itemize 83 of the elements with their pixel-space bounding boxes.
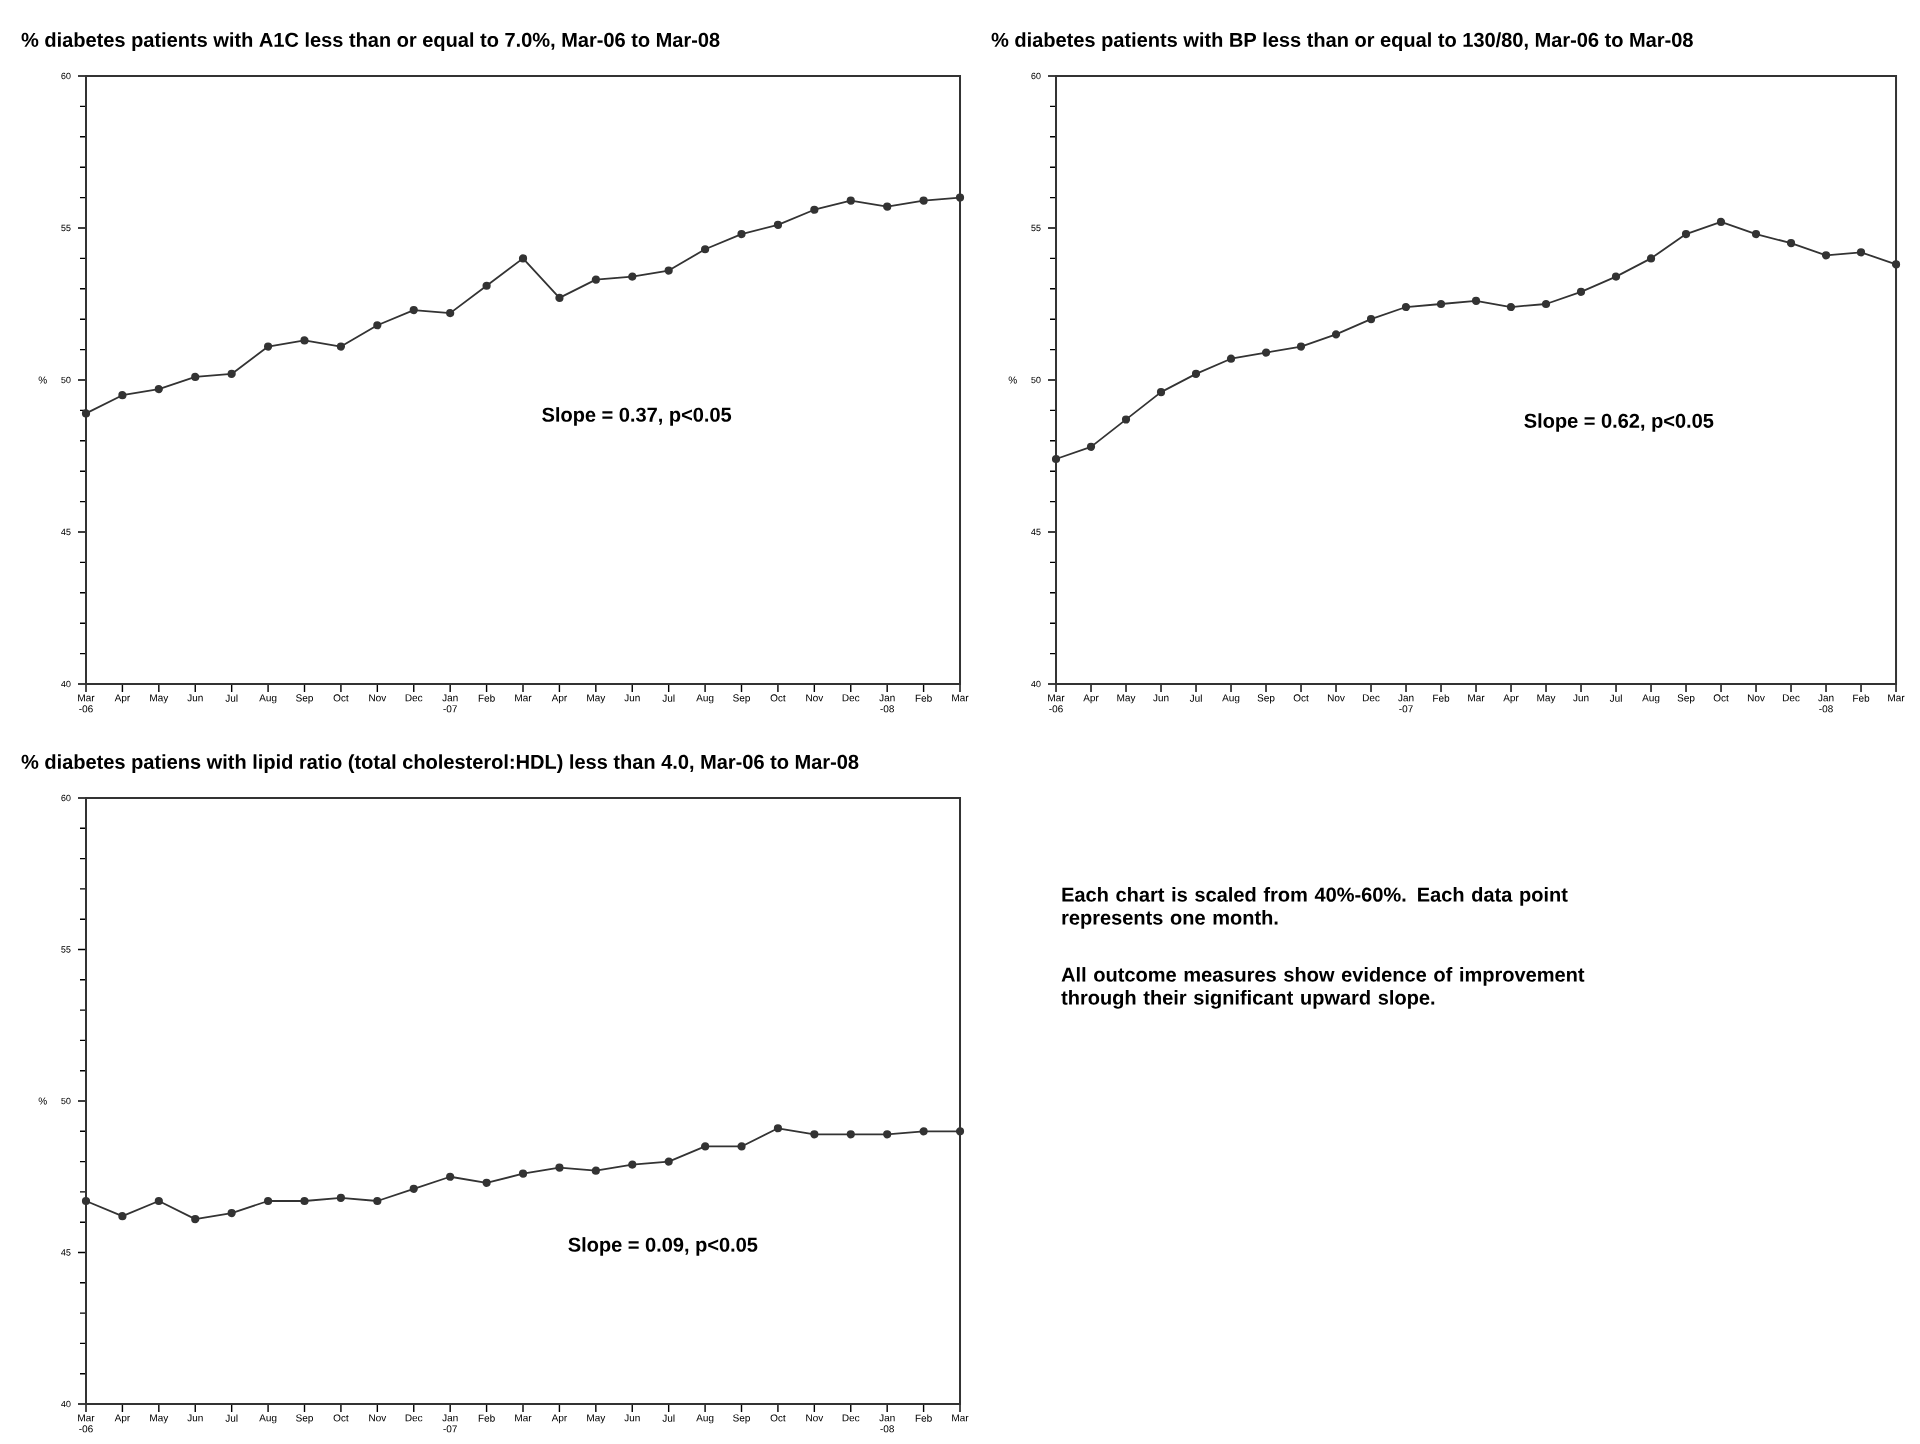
- point: [1541, 299, 1551, 309]
- point: [482, 1178, 491, 1187]
- point: [191, 372, 200, 382]
- point: [1226, 354, 1236, 363]
- point: [1611, 272, 1621, 281]
- point: [883, 1130, 892, 1139]
- text: All outcome measures show evidence of improvement through their significant upward slope.: [1061, 967, 1585, 1009]
- point: [191, 1215, 200, 1224]
- point: [446, 1172, 455, 1181]
- annotation: Slope = 0.09, p<0.05: [568, 1237, 758, 1256]
- point: [737, 1142, 746, 1151]
- point: [1681, 229, 1691, 239]
- point: [1716, 217, 1726, 226]
- point: [955, 1127, 965, 1136]
- point: [1646, 254, 1656, 263]
- point: [664, 266, 673, 275]
- point: [846, 196, 855, 205]
- chart-title: % diabetes patiens with lipid ratio (total cholesterol:HDL) less than 4.0, Mar-06 to Mar-08: [21, 754, 859, 773]
- point: [773, 220, 783, 230]
- point: [518, 254, 528, 263]
- point: [1296, 342, 1306, 351]
- point: [300, 1196, 309, 1206]
- point: [555, 293, 564, 302]
- point: [81, 1196, 91, 1206]
- point: [336, 342, 346, 351]
- point: [1156, 388, 1166, 397]
- point: [154, 385, 163, 394]
- point: [700, 1142, 710, 1151]
- point: [118, 1212, 127, 1221]
- point: [1261, 348, 1271, 357]
- point: [1191, 369, 1201, 379]
- point: [336, 1193, 346, 1203]
- point: [810, 205, 819, 214]
- point: [409, 1184, 418, 1193]
- point: [883, 202, 892, 211]
- point: [1506, 302, 1516, 312]
- chart-title: % diabetes patients with A1C less than or equal to 7.0%, Mar-06 to Mar-08: [21, 32, 720, 51]
- point: [373, 1196, 382, 1206]
- point: [773, 1124, 783, 1133]
- point: [919, 196, 928, 205]
- point: [482, 281, 491, 290]
- point: [1401, 302, 1411, 312]
- point: [1576, 287, 1586, 296]
- point: [1856, 248, 1866, 257]
- point: [1821, 251, 1831, 260]
- annotation: Slope = 0.37, p<0.05: [542, 407, 732, 426]
- chart-title: % diabetes patients with BP less than or equal to 130/80, Mar-06 to Mar-08: [991, 32, 1693, 51]
- point: [446, 309, 455, 318]
- point: [518, 1169, 528, 1178]
- point: [227, 369, 236, 379]
- point: [263, 342, 273, 351]
- point: [1366, 315, 1376, 324]
- point: [81, 409, 91, 418]
- point: [628, 1160, 637, 1169]
- point: [628, 272, 637, 281]
- point: [1436, 299, 1446, 309]
- point: [700, 245, 710, 254]
- point: [1331, 330, 1341, 339]
- point: [591, 1166, 600, 1175]
- annotation: Slope = 0.62, p<0.05: [1524, 413, 1714, 432]
- point: [1086, 442, 1096, 451]
- point: [373, 321, 382, 330]
- point: [227, 1209, 236, 1218]
- point: [737, 229, 746, 239]
- point: [1891, 260, 1901, 269]
- point: [1751, 229, 1761, 239]
- point: [955, 193, 965, 202]
- point: [154, 1196, 163, 1206]
- point: [1121, 415, 1131, 424]
- point: [1471, 296, 1481, 306]
- point: [591, 275, 600, 284]
- point: [919, 1127, 928, 1136]
- point: [810, 1130, 819, 1139]
- point: [409, 305, 418, 315]
- point: [846, 1130, 855, 1139]
- point: [1051, 454, 1061, 464]
- point: [263, 1196, 273, 1206]
- text: Each chart is scaled from 40%-60%. Each data point represents one month.: [1062, 887, 1568, 929]
- point: [118, 391, 127, 400]
- point: [1786, 239, 1796, 248]
- point: [555, 1163, 564, 1172]
- point: [664, 1157, 673, 1166]
- point: [300, 336, 309, 345]
